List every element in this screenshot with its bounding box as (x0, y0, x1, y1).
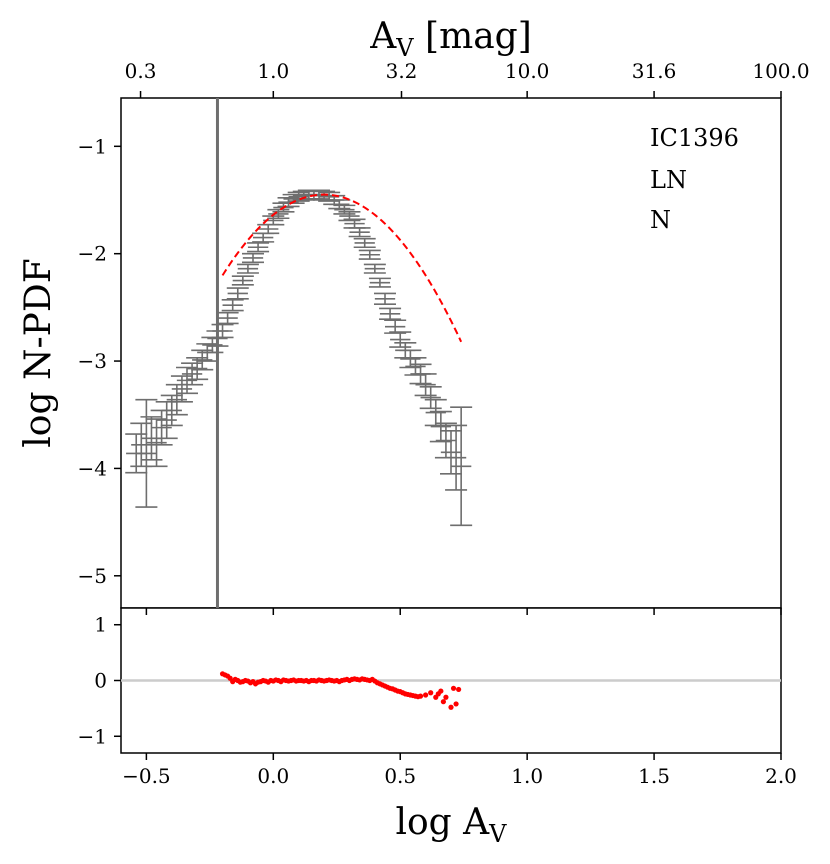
errorbar-point (450, 406, 473, 527)
residual-y-tick-label: 0 (94, 669, 107, 693)
errorbar-point (140, 416, 163, 461)
errorbar-point (226, 287, 249, 300)
errorbar-point (384, 319, 407, 334)
errorbar-point (328, 199, 351, 210)
errorbar-point (247, 242, 270, 253)
y-tick-label: −4 (78, 456, 107, 480)
main-plot-frame (120, 97, 782, 609)
errorbar-point (353, 237, 376, 249)
top-x-tick-label: 100.0 (752, 59, 809, 83)
errorbar-point (429, 410, 452, 443)
residual-point (443, 694, 449, 700)
residual-y-tick-label: −1 (78, 724, 107, 748)
errorbar-point (211, 323, 234, 339)
top-axis-label-main: A (369, 16, 397, 57)
residual-point (417, 693, 424, 699)
y-tick-label: −1 (78, 134, 107, 158)
errorbar-point (191, 349, 214, 371)
errorbar-point (221, 299, 244, 312)
errorbar-point (176, 366, 198, 395)
residual-point (423, 692, 429, 698)
top-x-tick-label: 10.0 (505, 59, 550, 83)
residual-plot-layer: 1 0 −1 −0.5 0.0 0.5 1.0 1.5 2.0 (78, 613, 797, 788)
residual-y-tick-label: 1 (94, 613, 107, 637)
errorbar-point (358, 249, 381, 260)
errorbar-point (363, 263, 386, 274)
errorbar-point (231, 275, 254, 286)
errorbar-point (389, 331, 412, 348)
y-tick-label: −2 (78, 242, 107, 266)
errorbar-point (404, 357, 427, 376)
y-axis-label: log N-PDF (18, 258, 59, 447)
errorbar-point (216, 311, 239, 325)
y-tick-label: −5 (78, 564, 107, 588)
errorbar-point (181, 362, 204, 386)
y-tick-label: −3 (78, 349, 107, 373)
errorbar-point (399, 349, 422, 369)
residual-point (428, 690, 434, 696)
top-axis-label-sub: V (395, 34, 414, 62)
residual-point (438, 688, 444, 694)
x-axis-label-sub: V (488, 820, 507, 848)
residual-point (456, 686, 462, 693)
top-x-tick-label: 3.2 (386, 59, 418, 83)
errorbar-point (242, 252, 264, 264)
x-tick-label: 0.5 (384, 764, 416, 788)
top-x-tick-label: 31.6 (632, 59, 677, 83)
residual-point (450, 685, 457, 691)
annotation-region: IC1396 (650, 124, 739, 152)
residual-point (448, 704, 454, 710)
residual-point (440, 699, 446, 705)
errorbar-point (338, 211, 361, 222)
x-axis-label: log AV (395, 802, 507, 848)
main-plot-layer: −1 −2 −3 −4 −5 0.3 1.0 3.2 10.0 31.6 100.0 (78, 59, 810, 615)
errorbar-point (424, 398, 447, 427)
errorbar-point (414, 373, 437, 397)
errorbar-point (368, 277, 391, 288)
errorbar-point (236, 263, 259, 274)
x-axis-label-main: log A (395, 802, 490, 843)
errorbar-point (419, 386, 442, 410)
annotation-fit-type: LN (650, 166, 687, 194)
errorbar-point (379, 307, 402, 320)
top-axis-label-unit: [mag] (414, 16, 532, 57)
top-x-tick-label: 1.0 (257, 59, 289, 83)
residual-point (453, 701, 459, 707)
x-tick-label: 2.0 (765, 764, 797, 788)
top-x-tick-label: 0.3 (125, 59, 157, 83)
annotation-label: N (650, 206, 671, 234)
top-axis-label: AV [mag] (369, 16, 532, 62)
errorbar-point (374, 292, 396, 305)
x-tick-label: 1.0 (511, 764, 543, 788)
errorbar-point (348, 227, 371, 238)
x-tick-label: 1.5 (638, 764, 670, 788)
x-tick-label: −0.5 (122, 764, 171, 788)
x-tick-label: 0.0 (257, 764, 289, 788)
errorbar-point (318, 191, 341, 202)
errorbar-point (445, 424, 468, 491)
errorbar-point (267, 208, 290, 220)
